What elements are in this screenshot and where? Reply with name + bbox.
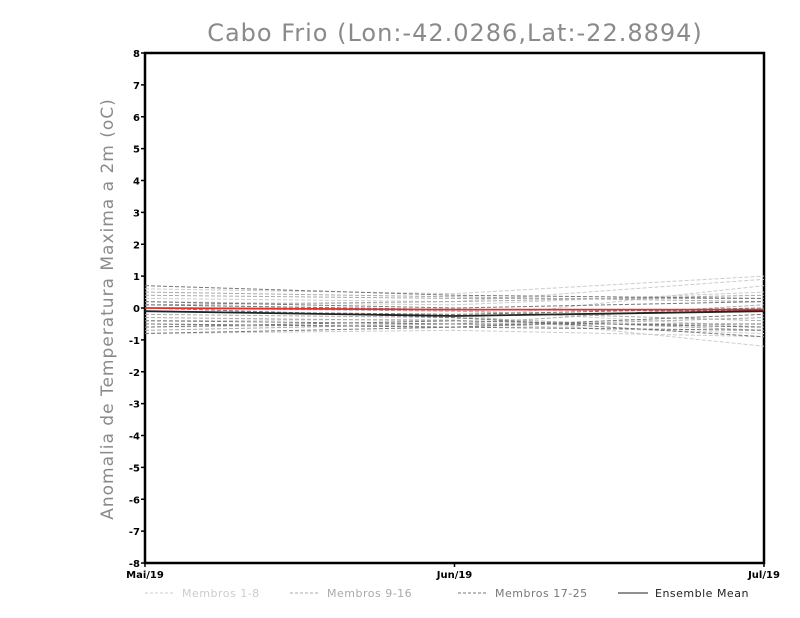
chart-title: Cabo Frio (Lon:-42.0286,Lat:-22.8894) <box>207 19 703 47</box>
y-tick-label: 0 <box>133 304 140 315</box>
y-tick-label: 7 <box>133 81 140 92</box>
legend-label-2: Membros 9-16 <box>327 587 412 600</box>
y-tick-label: -5 <box>129 463 140 474</box>
y-tick-label: -2 <box>129 368 140 379</box>
y-tick-label: 6 <box>133 113 140 124</box>
legend-label-1: Membros 1-8 <box>182 587 260 600</box>
series-line-group-3-member-3 <box>144 320 764 325</box>
series-line-group-1-member-5 <box>144 285 765 322</box>
y-axis-label: Anomalia de Temperatura Maxima a 2m (oC) <box>98 98 118 520</box>
x-tick-label: Jul/19 <box>747 570 780 581</box>
series-line-group-1-member-8 <box>144 329 765 338</box>
y-tick-label: -6 <box>129 495 140 506</box>
legend-label-4: Ensemble Mean <box>655 587 749 600</box>
legend-label-3: Membros 17-25 <box>495 587 588 600</box>
x-tick-label: Jun/19 <box>436 570 473 581</box>
red-series-line <box>144 307 764 311</box>
series-line-group-3-member-5 <box>144 301 765 309</box>
y-tick-label: -7 <box>129 527 140 538</box>
series-line-group-3-member-2 <box>144 307 765 338</box>
y-tick-label: 8 <box>133 49 140 60</box>
y-tick-label: 2 <box>133 240 140 251</box>
series-line-group-3-member-9 <box>144 323 765 331</box>
series-line-group-3-member-1 <box>144 285 765 299</box>
y-tick-label: 4 <box>133 177 140 188</box>
plot-area: -8 -7 -6 -5 -4 -3 -2 -1 0 1 2 3 4 5 6 7 8 Mai/19 Jun/19 Jul… <box>126 49 780 581</box>
y-tick-label: 3 <box>133 208 140 219</box>
series-line-group-2-member-8 <box>144 291 765 303</box>
series-line-group-1-member-1 <box>144 275 765 295</box>
x-tick-label: Mai/19 <box>126 570 164 581</box>
legend: Membros 1-8 Membros 9-16 Membros 17-25 Ense… <box>145 587 749 600</box>
y-tick-label: 1 <box>133 272 140 283</box>
y-tick-label: -3 <box>129 400 140 411</box>
y-tick-label: -8 <box>129 559 140 570</box>
series-line-group-2-member-1 <box>144 294 764 299</box>
y-tick-label: 5 <box>133 145 140 156</box>
series-line-group-1-member-7 <box>144 291 765 306</box>
y-tick-label: -1 <box>129 336 140 347</box>
ensemble-mean-line <box>144 310 765 317</box>
y-tick-label: -4 <box>129 432 140 443</box>
